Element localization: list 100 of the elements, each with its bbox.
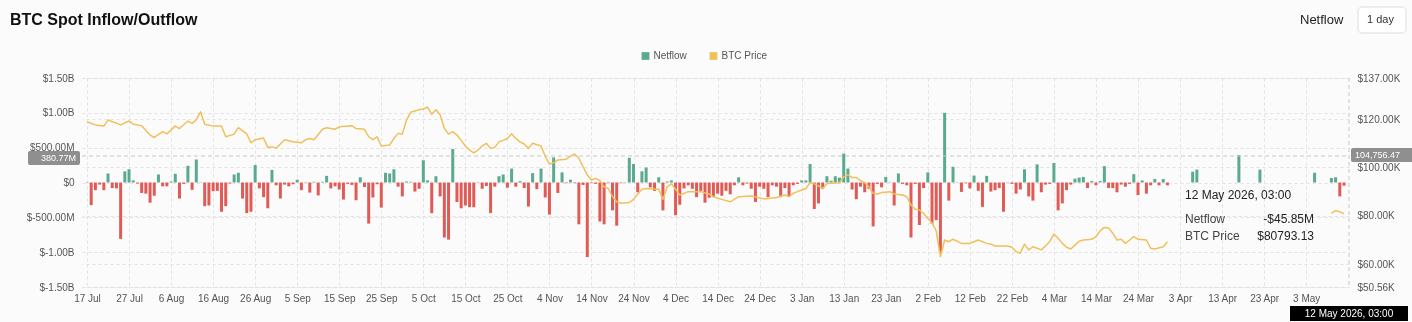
y-tick-label: $-1.00B <box>39 246 75 258</box>
x-tick-label: 13 Jan <box>829 292 860 304</box>
bar <box>547 182 551 215</box>
annotation: $80793.13 <box>1257 229 1315 243</box>
bar <box>842 153 846 183</box>
y2-tick-label: $80.00K <box>1357 210 1396 222</box>
bar <box>417 182 421 189</box>
bar <box>598 182 602 222</box>
bar <box>451 149 455 183</box>
x-tick-label: 2 Feb <box>915 292 942 304</box>
bar <box>1132 174 1136 183</box>
bar <box>930 182 934 224</box>
x-tick-label: 24 Mar <box>1122 292 1155 304</box>
legend-label: BTC Price <box>721 50 768 61</box>
bar <box>716 182 720 194</box>
bar <box>644 167 648 183</box>
bar <box>812 182 816 209</box>
bar <box>1313 172 1317 183</box>
bar <box>724 182 728 191</box>
bar <box>194 159 198 183</box>
x-tick-label: 26 Aug <box>240 292 272 304</box>
bar <box>505 182 509 188</box>
x-tick-label: 4 Nov <box>536 292 563 304</box>
bar <box>1161 179 1165 183</box>
bar <box>497 176 501 183</box>
y2-tick-label: $120.00K <box>1357 113 1401 125</box>
x-tick-label: 23 Jan <box>871 292 902 304</box>
x-tick-label: 6 Aug <box>158 292 185 304</box>
text: 104,756.47 <box>1355 149 1401 160</box>
bar <box>938 182 942 253</box>
x-tick-label: 17 Jul <box>74 292 101 304</box>
bar <box>737 177 741 183</box>
x-tick-label: 25 Sep <box>365 292 399 304</box>
bar <box>926 172 930 183</box>
bar <box>959 182 963 192</box>
bar <box>568 179 572 183</box>
bar <box>89 182 93 206</box>
bar <box>535 182 539 190</box>
annotation: 12 May 2026, 03:00 <box>1185 188 1292 202</box>
bar <box>308 182 312 193</box>
bar <box>1342 182 1346 186</box>
y-tick-label: $-500.00M <box>26 211 75 223</box>
bar <box>947 182 951 201</box>
y2-tick-label: $100.00K <box>1357 161 1401 173</box>
x-tick-label: 5 Sep <box>284 292 312 304</box>
ref-line-label: 380.77M <box>40 152 76 163</box>
bar <box>1123 182 1127 187</box>
x-tick-label: 12 Feb <box>954 292 987 304</box>
bar <box>993 182 997 191</box>
annotation: -$45.85M <box>1263 212 1314 226</box>
bar <box>526 182 530 207</box>
bar <box>463 182 467 206</box>
y-tick-label: $0 <box>63 177 75 188</box>
bar <box>615 182 619 226</box>
bar <box>909 182 913 238</box>
bar <box>1258 169 1262 183</box>
bar <box>220 182 224 212</box>
x-tick-label: 23 Apr <box>1250 292 1280 304</box>
bar <box>480 182 484 189</box>
bar <box>1014 182 1018 194</box>
bar <box>1140 180 1144 183</box>
x-tick-label: 22 Feb <box>996 292 1029 304</box>
bar <box>392 169 396 183</box>
bar <box>1329 177 1333 183</box>
bar <box>459 182 463 209</box>
bar <box>657 177 661 183</box>
bar <box>186 165 190 183</box>
bar <box>468 182 472 208</box>
x-tick-label: 15 Oct <box>451 292 481 304</box>
bar <box>144 182 148 194</box>
y-tick-label: $1.50B <box>42 72 75 84</box>
bar <box>140 182 144 193</box>
bar <box>762 182 766 189</box>
x-tick-label: 16 Aug <box>198 292 230 304</box>
bar <box>177 182 181 199</box>
bar <box>266 182 270 209</box>
bar <box>1195 169 1199 183</box>
bar <box>720 182 724 196</box>
x-tick-label: 27 Jul <box>116 292 143 304</box>
y2-tick-label: $137.00K <box>1357 72 1401 84</box>
bar <box>674 182 678 216</box>
bar <box>367 182 371 224</box>
bar <box>1081 176 1085 183</box>
bar <box>501 174 505 183</box>
bar <box>299 182 303 191</box>
bar <box>560 172 564 183</box>
bar <box>800 180 804 183</box>
x-tick-label: 14 Nov <box>576 292 608 304</box>
bar <box>980 182 984 207</box>
x-tick-label: 14 Dec <box>702 292 734 304</box>
bar <box>106 173 110 183</box>
bar <box>1102 166 1106 183</box>
bar <box>1022 169 1026 183</box>
bar <box>1035 164 1039 183</box>
line-series <box>86 106 1169 258</box>
bar <box>434 176 438 183</box>
bar <box>102 182 106 191</box>
x-tick-label: 4 Mar <box>1041 292 1068 304</box>
bar <box>253 165 257 183</box>
bar <box>627 157 631 183</box>
